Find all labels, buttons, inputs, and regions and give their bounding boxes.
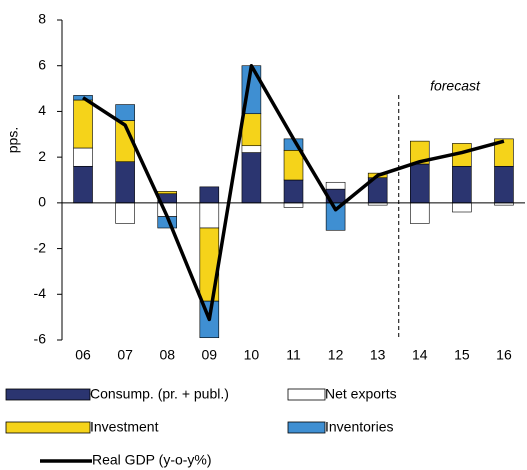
bar-segment [199,227,220,302]
bar-segment [115,104,135,121]
x-tick-label: 13 [370,347,386,363]
bar-segment [115,161,135,204]
bar-segment [73,95,93,101]
bar-segment [283,179,304,204]
bar-segment [115,202,135,224]
bar-segment [283,202,304,208]
y-tick-label: 8 [38,11,46,27]
bar-segment [452,165,472,204]
legend-swatch [5,388,91,401]
legend-label: Real GDP (y-o-y%) [92,452,212,468]
y-tick-label: 6 [38,56,46,72]
x-tick-label: 15 [454,347,470,363]
legend-label: Consump. (pr. + publ.) [90,386,229,402]
legend-label: Investment [90,419,159,435]
y-tick-label: -4 [34,285,47,301]
y-tick-label: -6 [34,331,47,347]
legend-swatch [5,421,91,434]
bar-segment [494,165,514,204]
x-tick-label: 12 [328,347,344,363]
bar-segment [283,149,304,181]
annotation: forecast [430,78,481,94]
y-tick-label: 0 [38,194,46,210]
bar-segment [410,202,430,224]
legend-label: Inventories [325,419,393,435]
bar-segment [157,191,177,195]
bar-segment [241,145,262,153]
y-axis-label: pps. [5,127,21,153]
bar-segment [241,113,262,147]
x-tick-label: 06 [75,347,91,363]
legend-label: Net exports [325,386,397,402]
bar-segment [410,140,430,165]
bar-segment [241,152,262,204]
x-tick-label: 16 [496,347,512,363]
gdp-line [82,63,505,322]
bar-segment [199,202,220,229]
y-tick-label: 4 [38,102,46,118]
legend-swatch [287,421,326,434]
x-tick-label: 09 [202,347,218,363]
x-tick-label: 10 [244,347,260,363]
bar-segment [199,186,220,204]
bar-segment [494,138,514,167]
legend-swatch [287,388,326,401]
bar-segment [410,163,430,204]
y-tick-label: 2 [38,148,46,164]
bar-segment [73,165,93,204]
x-tick-label: 07 [117,347,133,363]
x-tick-label: 14 [412,347,428,363]
bar-segment [452,202,472,213]
bar-segment [73,99,93,149]
bar-segment [325,181,346,190]
bar-segment [73,147,93,167]
x-tick-label: 08 [159,347,175,363]
x-tick-label: 11 [286,347,301,363]
y-tick-label: -2 [34,239,47,255]
